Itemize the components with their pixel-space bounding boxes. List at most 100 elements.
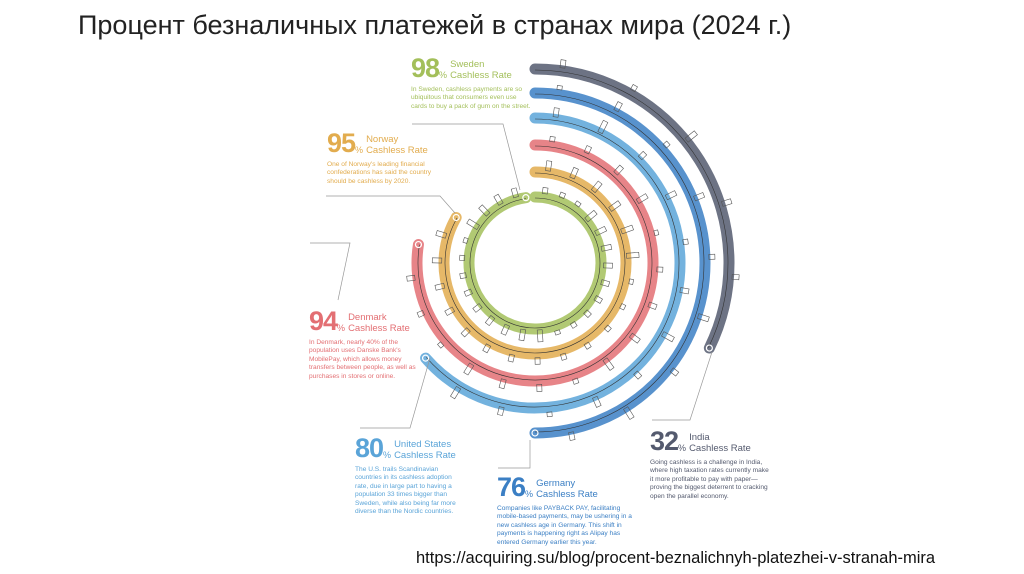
landmark-icon — [623, 406, 635, 420]
ring-sweden — [463, 191, 607, 335]
landmark-icon — [482, 343, 492, 354]
landmark-icon — [628, 278, 634, 285]
country-name: Germany — [536, 478, 576, 489]
leader-line — [310, 242, 351, 301]
landmark-icon — [647, 301, 658, 310]
rate-label: Cashless Rate — [689, 443, 751, 454]
landmark-icon — [552, 107, 560, 118]
landmark-icon — [635, 193, 649, 205]
country-name: India — [689, 432, 710, 443]
landmark-icon — [600, 279, 611, 287]
united-states-block: 80%United States Cashless Rate The U.S. t… — [355, 435, 465, 516]
landmark-icon — [583, 145, 592, 155]
landmark-icon — [630, 84, 638, 93]
country-description: In Sweden, cashless payments are so ubiq… — [411, 86, 531, 110]
landmark-icon — [406, 274, 416, 282]
landmark-icon — [637, 150, 648, 161]
landmark-icon — [679, 287, 690, 295]
landmark-icon — [498, 378, 507, 390]
slide-title: Процент безналичных платежей в странах м… — [78, 10, 792, 40]
landmark-icon — [459, 254, 466, 261]
landmark-icon — [549, 136, 556, 143]
landmark-icon — [682, 238, 689, 246]
country-description: In Denmark, nearly 40% of the population… — [309, 339, 416, 380]
landmark-icon — [584, 209, 598, 223]
landmark-icon — [613, 164, 624, 176]
landmark-icon — [510, 187, 519, 199]
landmark-icon — [696, 313, 710, 323]
rate-heading: 98%Sweden Cashless Rate — [411, 55, 531, 83]
norway-block: 95%Norway Cashless Rate One of Norway's l… — [327, 130, 442, 186]
rate-unit: % — [355, 145, 364, 155]
landmark-icon — [608, 200, 622, 212]
country-name: United States — [394, 439, 452, 450]
landmark-icon — [554, 329, 561, 336]
landmark-icon — [633, 370, 643, 380]
source-url[interactable]: https://acquiring.su/blog/procent-beznal… — [416, 549, 936, 567]
rate-unit: % — [383, 450, 392, 460]
landmark-icon — [518, 328, 527, 342]
rate-unit: % — [678, 443, 687, 453]
landmark-icon — [602, 357, 615, 371]
landmark-icon — [594, 225, 608, 237]
landmark-icon — [574, 200, 582, 208]
leader-line — [360, 357, 431, 429]
rate-heading: 76%Germany Cashless Rate — [497, 474, 639, 502]
landmark-icon — [437, 341, 445, 349]
denmark-block: 94%Denmark Cashless Rate In Denmark, near… — [309, 308, 424, 381]
ring-germany — [529, 87, 711, 439]
rate-heading: 80%United States Cashless Rate — [355, 435, 465, 463]
landmark-icon — [583, 341, 592, 350]
landmark-icon — [472, 303, 483, 313]
leader-line — [652, 351, 713, 421]
india-block: 32%India Cashless Rate Going cashless is … — [650, 428, 770, 501]
landmark-icon — [708, 253, 716, 260]
leader-line — [498, 440, 531, 469]
landmark-icon — [603, 262, 613, 269]
ring-united-states — [420, 112, 686, 414]
ring-end-marker — [705, 344, 713, 352]
ring-guide-line — [534, 69, 729, 348]
landmark-icon — [463, 288, 473, 297]
rate-value: 94 — [309, 306, 338, 336]
rate-value: 98 — [411, 53, 440, 83]
ring-guide-line — [534, 93, 705, 433]
rate-value: 95 — [327, 128, 356, 158]
ring-end-marker — [531, 429, 539, 437]
landmark-icon — [463, 362, 475, 376]
ring-norway — [438, 166, 632, 360]
ring-end-marker — [421, 354, 430, 362]
rate-heading: 94%Denmark Cashless Rate — [309, 308, 424, 336]
rate-value: 80 — [355, 433, 384, 463]
landmark-icon — [693, 192, 706, 202]
landmark-icon — [653, 229, 660, 237]
landmark-icon — [731, 273, 740, 281]
landmark-icon — [507, 353, 515, 363]
leader-line — [326, 195, 456, 214]
landmark-icon — [684, 130, 698, 143]
landmark-icon — [593, 295, 603, 304]
landmark-icon — [613, 101, 623, 113]
country-name: Norway — [366, 134, 399, 145]
ring-end-marker — [452, 213, 460, 222]
landmark-icon — [662, 140, 671, 149]
landmark-icon — [664, 190, 678, 201]
landmark-icon — [569, 321, 578, 329]
ring-guide-line — [426, 118, 680, 408]
rate-heading: 95%Norway Cashless Rate — [327, 130, 442, 158]
rate-unit: % — [525, 489, 534, 499]
landmark-icon — [444, 306, 456, 316]
country-name: Denmark — [348, 312, 387, 323]
landmark-icon — [721, 198, 733, 207]
landmark-icon — [536, 329, 544, 343]
country-description: One of Norway's leading financial confed… — [327, 161, 432, 185]
landmark-icon — [484, 315, 496, 327]
landmark-icon — [545, 160, 553, 172]
landmark-icon — [590, 180, 603, 194]
landmark-icon — [656, 266, 664, 273]
landmark-icon — [478, 204, 491, 217]
sweden-block: 98%Sweden Cashless Rate In Sweden, cashle… — [411, 55, 531, 111]
landmark-icon — [541, 187, 549, 195]
ring-guide-line — [417, 145, 653, 381]
